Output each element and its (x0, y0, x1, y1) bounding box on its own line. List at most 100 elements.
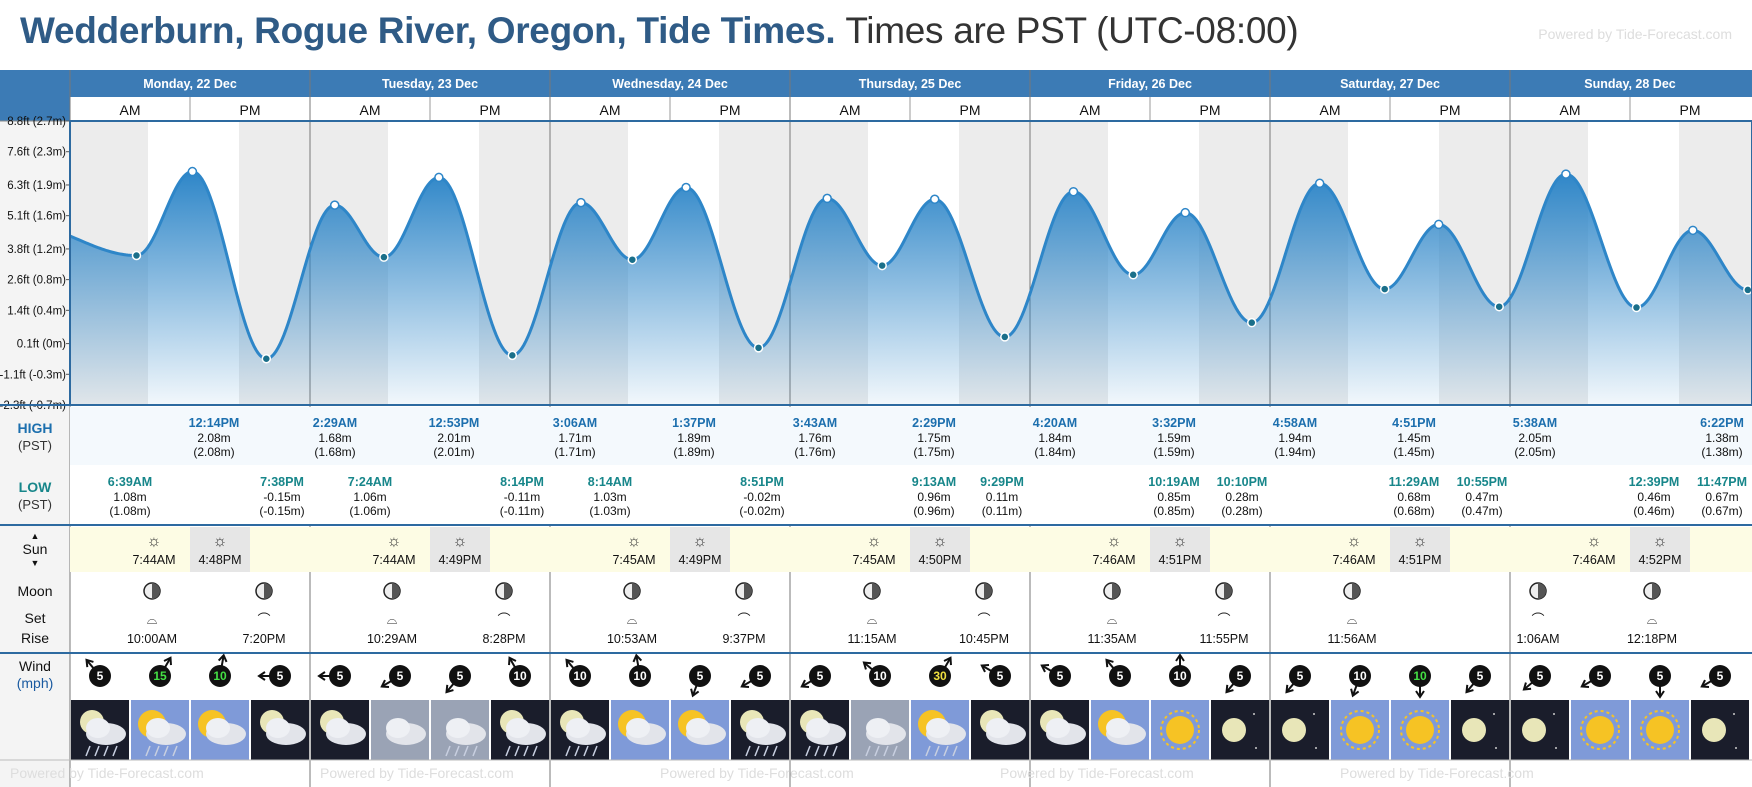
sunrise-time: 7:45AM (852, 553, 895, 567)
rain-drop-icon (574, 745, 580, 757)
cloud-icon-puff (446, 718, 470, 738)
moonset-icon: ⌓ (1107, 612, 1117, 627)
low-tide-time: 12:39PM (1629, 475, 1680, 489)
moon-phase-shade (392, 583, 400, 599)
wind-speed-value: 10 (1413, 669, 1427, 683)
pm-label: PM (720, 102, 741, 118)
wind-speed-badge (749, 665, 771, 687)
moon-event-time: 11:56AM (1327, 632, 1376, 646)
moon-event-time: 10:00AM (127, 632, 177, 646)
moon-phase-shade (744, 583, 752, 599)
sunset-icon: ☼ (213, 533, 228, 550)
rain-drop-icon (892, 745, 898, 757)
am-label: AM (840, 102, 861, 118)
wind-arrow-head (800, 679, 810, 688)
sunset-cell (1150, 527, 1210, 572)
y-tick-label: 8.8ft (2.7m) (7, 116, 66, 128)
high-tide-point (929, 194, 940, 205)
wind-speed-value: 10 (513, 669, 527, 683)
wind-speed-badge (1169, 665, 1191, 687)
sunset-time: 4:48PM (198, 553, 241, 567)
wind-speed-badge (329, 665, 351, 687)
footer-watermark: Powered by Tide-Forecast.com (320, 765, 514, 781)
wind-unit-link[interactable]: (mph) (17, 675, 54, 691)
moon-weather-icon (1282, 718, 1306, 742)
wind-speed-badge (1589, 665, 1611, 687)
high-tide-height-metric: (1.59m) (1153, 445, 1194, 459)
wind-speed-value: 10 (1173, 669, 1187, 683)
sun-label: Sun (23, 541, 48, 557)
y-tick-label: 0.1ft (0m) (17, 339, 66, 351)
rain-drop-icon (832, 745, 838, 757)
rain-drop-icon (772, 745, 778, 757)
wind-arrow-head (217, 653, 228, 663)
wind-arrow-head (565, 658, 574, 668)
rain-drop-icon (565, 745, 571, 757)
moon-phase-shade (504, 583, 512, 599)
moon-event-time: 10:53AM (607, 632, 657, 646)
moon-phase-shade (1352, 583, 1360, 599)
rain-drop-icon (874, 745, 880, 757)
wind-speed-value: 5 (1477, 669, 1484, 683)
moon-event-time: 11:55PM (1199, 632, 1248, 646)
high-tide-point (1561, 169, 1571, 179)
low-tide-height-metric: (0.67m) (1701, 504, 1742, 518)
sun-up-arrow: ▲ (31, 531, 40, 541)
sun-weather-icon (1166, 716, 1194, 744)
moonset-icon: ⌓ (387, 612, 397, 627)
high-tide-time: 4:58AM (1273, 416, 1317, 430)
wind-arrow-head (1285, 684, 1294, 694)
cloud-icon-puff (326, 718, 350, 738)
day-header-6: Saturday, 27 Dec (1340, 77, 1440, 91)
wind-speed-badge (1709, 665, 1731, 687)
rain-drop-icon (925, 745, 931, 757)
moon-event-time: 12:18PM (1627, 632, 1677, 646)
wind-speed-value: 5 (1597, 669, 1604, 683)
moon-event-time: 7:20PM (242, 632, 285, 646)
high-tz-label: (PST) (18, 438, 52, 453)
moon-event-time: 8:28PM (482, 632, 525, 646)
ampm-header-left (0, 97, 70, 121)
cloud-icon-puff (146, 718, 170, 738)
wind-speed-badge (89, 665, 111, 687)
rain-drop-icon (472, 745, 478, 757)
sunrise-icon: ☼ (387, 533, 402, 550)
high-tide-height: 2.08m (197, 431, 230, 445)
wind-arrow-head (85, 658, 94, 668)
cloud-icon-puff (986, 718, 1010, 738)
sunset-icon: ☼ (933, 533, 948, 550)
high-tide-height: 2.01m (437, 431, 470, 445)
low-tide-time: 10:55PM (1457, 475, 1508, 489)
rain-drop-icon (754, 745, 760, 757)
high-tide-height: 1.76m (798, 431, 831, 445)
high-tide-height: 1.84m (1038, 431, 1071, 445)
powered-by-badge[interactable]: Powered by Tide-Forecast.com (1538, 26, 1732, 42)
low-tide-time: 11:29AM (1389, 475, 1440, 489)
wind-speed-badge (209, 665, 231, 687)
moon-phase-shade (1112, 583, 1120, 599)
moonset-icon: ⌓ (147, 612, 157, 627)
low-tide-height: 0.96m (917, 490, 950, 504)
cloud-icon-puff (1046, 718, 1070, 738)
wind-speed-value: 5 (397, 669, 404, 683)
moonrise-label: Rise (21, 630, 49, 646)
high-tide-height-metric: (2.01m) (433, 445, 474, 459)
high-tide-point (187, 166, 198, 177)
sunrise-icon: ☼ (867, 533, 882, 550)
sunrise-time: 7:46AM (1332, 553, 1375, 567)
day-header-7: Sunday, 28 Dec (1584, 77, 1676, 91)
wind-arrow-head (257, 671, 266, 681)
footer-watermark: Powered by Tide-Forecast.com (1000, 765, 1194, 781)
wind-speed-value: 10 (213, 669, 227, 683)
pm-label: PM (1440, 102, 1461, 118)
rain-drop-icon (814, 745, 820, 757)
high-tide-point (1433, 219, 1444, 230)
wind-speed-badge (989, 665, 1011, 687)
moonrise-icon: ⌒ (1531, 612, 1544, 627)
low-tide-height-metric: (0.85m) (1153, 504, 1194, 518)
low-tide-height-metric: (0.46m) (1633, 504, 1674, 518)
rain-drop-icon (934, 745, 940, 757)
low-tide-point (261, 353, 272, 364)
wind-speed-value: 5 (1537, 669, 1544, 683)
low-tide-point (131, 250, 142, 261)
